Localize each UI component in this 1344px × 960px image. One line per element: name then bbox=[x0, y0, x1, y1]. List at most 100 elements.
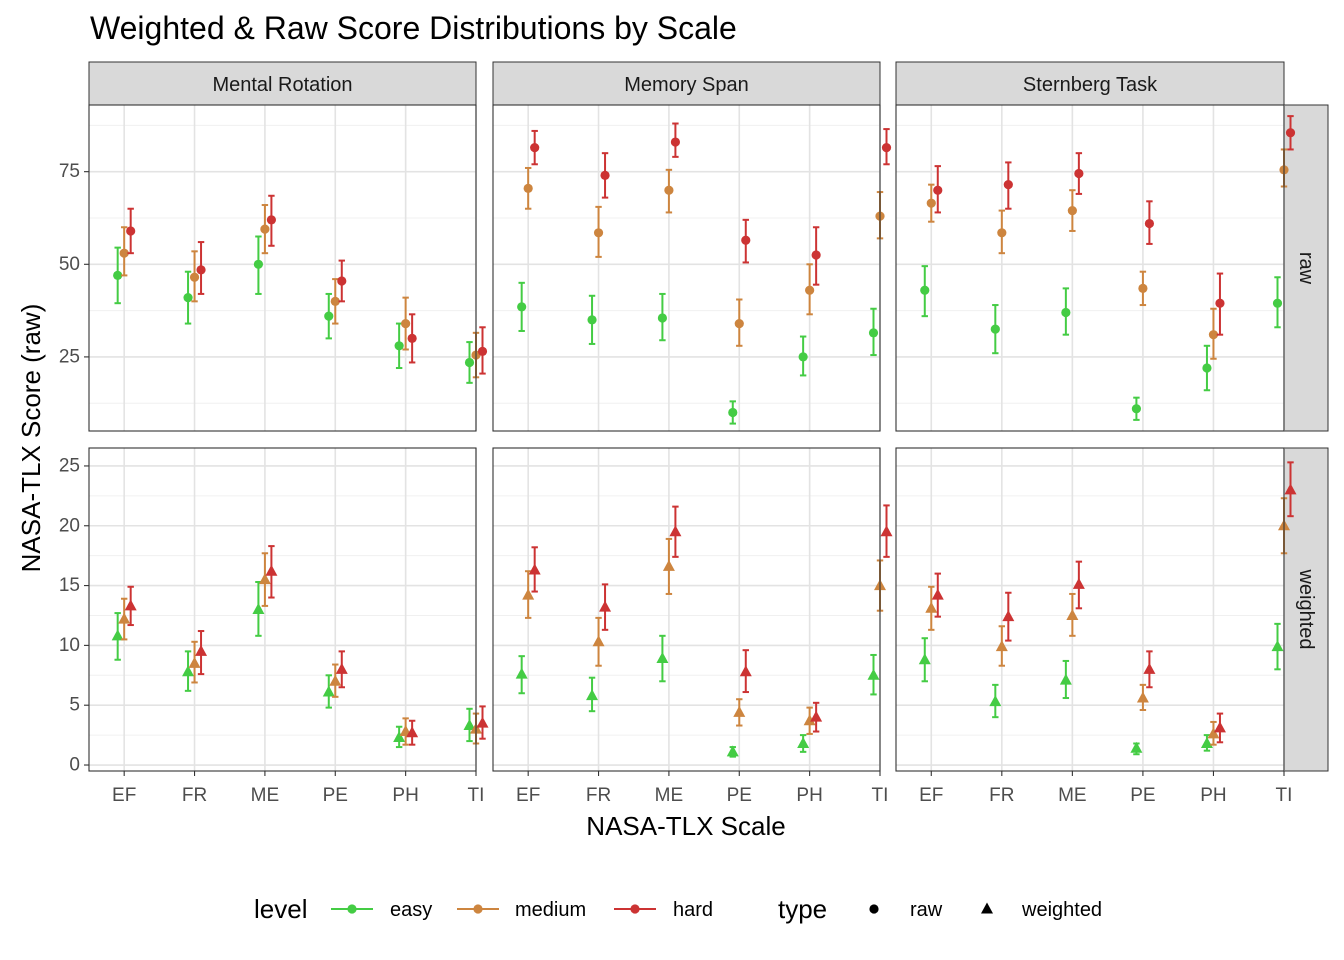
point-hard-weighted-ph bbox=[1213, 721, 1226, 733]
x-tick-label-fr: FR bbox=[989, 785, 1014, 806]
point-medium-raw-pe bbox=[734, 318, 744, 329]
point-medium-weighted-me bbox=[258, 573, 271, 585]
point-easy-weighted-pe bbox=[726, 745, 739, 757]
point-easy-raw-ph bbox=[798, 352, 808, 362]
point-easy-weighted-pe bbox=[322, 685, 335, 697]
x-tick-label-me: ME bbox=[1058, 785, 1087, 806]
y-tick-label: 50 bbox=[59, 254, 80, 275]
point-hard-raw-me bbox=[266, 215, 277, 225]
x-tick-label-ph: PH bbox=[392, 785, 418, 806]
strip-label-weighted: weighted bbox=[1295, 568, 1317, 649]
point-hard-raw-ti bbox=[477, 346, 488, 356]
point-easy-weighted-me bbox=[656, 652, 669, 664]
point-hard-weighted-pe bbox=[739, 665, 752, 677]
y-tick-label: 20 bbox=[59, 515, 80, 536]
legend-label-hard: hard bbox=[673, 899, 713, 921]
x-axis-title: NASA-TLX Scale bbox=[586, 811, 785, 841]
point-medium-raw-me bbox=[1067, 205, 1077, 216]
point-hard-raw-ph bbox=[811, 250, 821, 260]
point-easy-weighted-fr bbox=[586, 689, 599, 701]
point-medium-raw-fr bbox=[593, 228, 604, 238]
point-medium-raw-pe bbox=[330, 296, 340, 306]
point-easy-raw-fr bbox=[587, 315, 597, 325]
point-hard-weighted-fr bbox=[1002, 610, 1015, 622]
legend: level type easy medium hard raw weighted bbox=[254, 894, 1102, 924]
x-tick-label-fr: FR bbox=[182, 785, 207, 806]
point-medium-raw-ph bbox=[401, 318, 411, 329]
point-medium-weighted-ph bbox=[1207, 727, 1220, 739]
point-hard-raw-ti bbox=[881, 143, 892, 153]
panel-raw-mental-rotation: 25 50 75 bbox=[59, 104, 488, 432]
legend-key-point-hard bbox=[630, 904, 640, 914]
point-hard-raw-me bbox=[670, 137, 681, 147]
panels-layer: Mental Rotation Memory Span Sternberg Task… bbox=[59, 61, 1329, 806]
point-medium-weighted-ef bbox=[925, 601, 938, 613]
point-easy-weighted-ph bbox=[393, 731, 406, 743]
x-tick-label-ti: TI bbox=[872, 785, 889, 806]
panel-background bbox=[896, 448, 1284, 771]
legend-label-raw: raw bbox=[910, 899, 943, 921]
point-hard-raw-ef bbox=[530, 143, 540, 153]
point-easy-raw-ph bbox=[1202, 363, 1212, 373]
point-hard-weighted-me bbox=[1072, 577, 1085, 589]
point-medium-raw-ph bbox=[805, 285, 815, 295]
point-hard-raw-fr bbox=[196, 265, 206, 275]
point-easy-raw-pe bbox=[324, 311, 334, 321]
x-tick-label-ph: PH bbox=[1200, 785, 1226, 806]
point-easy-raw-me bbox=[657, 313, 668, 323]
point-easy-weighted-ef bbox=[515, 667, 528, 679]
strip-label-sternberg-task: Sternberg Task bbox=[1023, 74, 1158, 96]
point-medium-weighted-fr bbox=[995, 640, 1008, 652]
point-easy-weighted-fr bbox=[989, 695, 1002, 707]
panel-raw-sternberg-task bbox=[895, 104, 1296, 432]
panel-weighted-sternberg-task: EF FR ME PE PH TI bbox=[895, 447, 1297, 806]
point-hard-raw-fr bbox=[1003, 180, 1013, 190]
panel-background bbox=[89, 105, 476, 431]
point-medium-raw-me bbox=[664, 185, 674, 195]
strip-mental-rotation bbox=[88, 61, 477, 106]
strip-label-raw: raw bbox=[1295, 252, 1317, 285]
point-hard-raw-ef bbox=[933, 185, 943, 195]
point-medium-weighted-ef bbox=[118, 612, 131, 624]
point-hard-weighted-ti bbox=[880, 525, 893, 537]
point-medium-weighted-fr bbox=[592, 635, 605, 647]
point-easy-raw-pe bbox=[1131, 404, 1142, 414]
legend-label-weighted: weighted bbox=[1021, 899, 1102, 921]
legend-level-title: level bbox=[254, 894, 307, 924]
point-easy-raw-me bbox=[1061, 307, 1071, 318]
strip-sternberg-task bbox=[895, 61, 1285, 106]
point-easy-weighted-pe bbox=[1130, 741, 1143, 753]
y-tick-label: 25 bbox=[59, 455, 80, 476]
legend-type-title: type bbox=[778, 894, 827, 924]
point-medium-weighted-me bbox=[662, 559, 675, 571]
point-easy-weighted-ef bbox=[111, 629, 124, 641]
x-tick-label-pe: PE bbox=[323, 785, 348, 806]
legend-key-raw bbox=[869, 904, 879, 914]
point-medium-raw-me bbox=[260, 224, 270, 234]
y-tick-label: 25 bbox=[59, 346, 80, 367]
panel-border bbox=[895, 447, 1285, 772]
x-tick-label-me: ME bbox=[655, 785, 684, 806]
point-medium-raw-fr bbox=[189, 272, 200, 282]
point-hard-raw-pe bbox=[1144, 218, 1155, 229]
x-tick-label-ti: TI bbox=[468, 785, 485, 806]
point-hard-weighted-ti bbox=[476, 716, 489, 728]
x-tick-label-pe: PE bbox=[727, 785, 752, 806]
point-easy-raw-pe bbox=[728, 407, 738, 418]
legend-key-point-easy bbox=[347, 904, 357, 914]
point-medium-weighted-ef bbox=[522, 588, 535, 600]
panel-background bbox=[493, 448, 880, 771]
point-easy-raw-ti bbox=[1272, 298, 1283, 308]
strip-label-memory-span: Memory Span bbox=[624, 74, 749, 96]
point-medium-raw-ef bbox=[926, 198, 936, 208]
x-tick-label-ti: TI bbox=[1276, 785, 1293, 806]
x-tick-label-ph: PH bbox=[796, 785, 822, 806]
panel-weighted-mental-rotation: 0 5 10 15 20 25 EF FR ME PE PH TI bbox=[59, 447, 489, 806]
y-tick-label: 5 bbox=[69, 695, 80, 716]
x-tick-label-ef: EF bbox=[516, 785, 540, 806]
legend-key-point-medium bbox=[473, 904, 483, 914]
point-easy-raw-ti bbox=[868, 328, 879, 338]
legend-label-medium: medium bbox=[515, 899, 586, 921]
point-hard-raw-ti bbox=[1285, 128, 1296, 138]
